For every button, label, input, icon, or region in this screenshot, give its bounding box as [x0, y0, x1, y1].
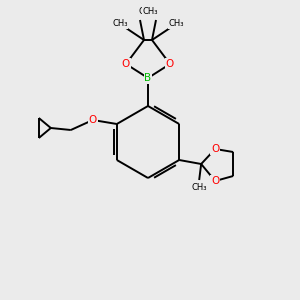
Text: O: O: [122, 59, 130, 69]
Text: O: O: [166, 59, 174, 69]
Text: CH₃: CH₃: [138, 8, 154, 16]
Text: O: O: [211, 144, 219, 154]
Text: CH₃: CH₃: [168, 20, 184, 28]
Text: O: O: [89, 115, 97, 125]
Text: CH₃: CH₃: [191, 184, 207, 193]
Text: CH₃: CH₃: [112, 20, 128, 28]
Text: O: O: [211, 176, 219, 186]
Text: CH₃: CH₃: [142, 8, 158, 16]
Text: B: B: [144, 73, 152, 83]
